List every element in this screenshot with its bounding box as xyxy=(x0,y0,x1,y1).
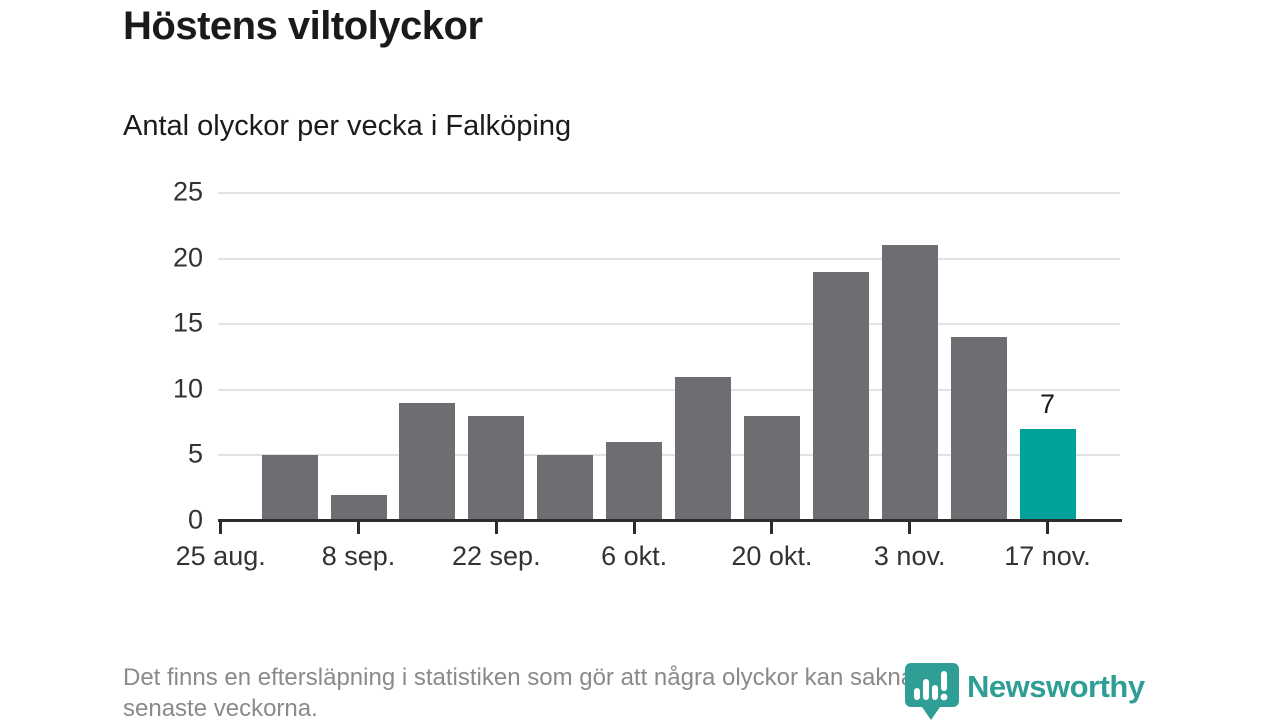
x-axis-tick-label: 3 nov. xyxy=(873,541,946,571)
bar xyxy=(812,271,869,521)
gridline xyxy=(218,388,1120,391)
gridline xyxy=(218,257,1120,260)
bar xyxy=(881,245,938,521)
plot-area xyxy=(218,192,1120,521)
x-axis-tickmark xyxy=(908,521,912,534)
x-axis-tick-label: 25 aug. xyxy=(175,541,266,571)
x-axis-tick-label: 17 nov. xyxy=(1004,541,1091,571)
x-axis-tickmark xyxy=(494,521,498,534)
x-axis-tickmark xyxy=(1046,521,1049,534)
x-axis-tickmark xyxy=(357,521,360,534)
x-axis-tickmark xyxy=(770,521,774,534)
x-axis-tick-label: 20 okt. xyxy=(731,541,813,571)
y-axis-tick-label: 0 xyxy=(187,504,203,535)
bar xyxy=(468,416,525,521)
x-axis-tick-label: 6 okt. xyxy=(601,541,668,571)
footer-note-line: Det finns en eftersläpning i statistiken… xyxy=(123,664,960,691)
bar xyxy=(330,494,387,521)
x-axis-tickmark xyxy=(632,521,636,534)
x-axis-tick-label: 8 sep. xyxy=(321,541,396,571)
gridline xyxy=(218,454,1120,457)
footer-note-line: senaste veckorna. xyxy=(123,695,318,720)
y-axis-tick-label: 20 xyxy=(172,241,203,272)
y-axis-tick-label: 15 xyxy=(172,307,203,338)
gridline xyxy=(218,323,1120,326)
chart-title: Höstens viltolyckor xyxy=(123,4,483,48)
bar xyxy=(675,376,731,521)
newsworthy-logo: Newsworthy xyxy=(905,663,1165,720)
bar xyxy=(537,455,594,521)
x-axis-line xyxy=(218,519,1122,522)
bar xyxy=(606,442,663,521)
bar xyxy=(1019,429,1076,521)
bar xyxy=(950,337,1007,521)
bar-value-label: 7 xyxy=(1039,389,1056,420)
bar xyxy=(261,455,318,521)
chart-subtitle: Antal olyckor per vecka i Falköping xyxy=(123,110,572,142)
footer-note: Det finns en eftersläpning i statistiken… xyxy=(123,662,1183,720)
y-axis-tick-label: 10 xyxy=(172,373,203,404)
bar xyxy=(743,416,800,521)
bar xyxy=(399,402,456,521)
gridline xyxy=(218,192,1120,194)
y-axis-tick-label: 25 xyxy=(172,176,203,207)
newsworthy-logo-text: Newsworthy xyxy=(967,669,1145,704)
x-axis-tickmark xyxy=(219,521,223,534)
x-axis-tick-label: 22 sep. xyxy=(452,541,541,571)
newsworthy-pin-icon xyxy=(905,663,959,720)
y-axis-tick-label: 5 xyxy=(187,438,203,469)
